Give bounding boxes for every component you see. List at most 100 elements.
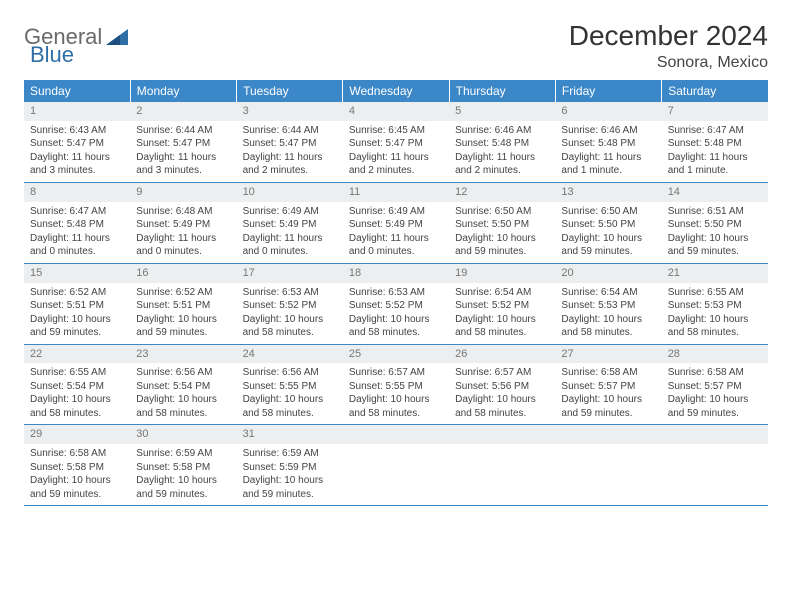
day-number: 16 [130,264,236,283]
daylight-text-2: and 0 minutes. [30,245,124,259]
sunrise-text: Sunrise: 6:56 AM [243,366,337,380]
sunrise-text: Sunrise: 6:59 AM [243,447,337,461]
logo-blue-row: Blue [30,42,74,68]
sunrise-text: Sunrise: 6:48 AM [136,205,230,219]
day-number: 4 [343,102,449,121]
daylight-text-2: and 59 minutes. [30,488,124,502]
sunset-text: Sunset: 5:52 PM [455,299,549,313]
daylight-text-2: and 58 minutes. [349,407,443,421]
day-body: Sunrise: 6:43 AMSunset: 5:47 PMDaylight:… [24,121,130,182]
day-body: Sunrise: 6:52 AMSunset: 5:51 PMDaylight:… [24,283,130,344]
day-body: Sunrise: 6:48 AMSunset: 5:49 PMDaylight:… [130,202,236,263]
weekday-header: Tuesday [237,80,343,102]
weekday-header: Wednesday [343,80,449,102]
weekday-header: Saturday [662,80,768,102]
day-body: Sunrise: 6:53 AMSunset: 5:52 PMDaylight:… [343,283,449,344]
daylight-text-2: and 0 minutes. [243,245,337,259]
calendar-cell: 4Sunrise: 6:45 AMSunset: 5:47 PMDaylight… [343,102,449,182]
calendar-cell: 13Sunrise: 6:50 AMSunset: 5:50 PMDayligh… [555,182,661,263]
day-number: 30 [130,425,236,444]
day-body: Sunrise: 6:54 AMSunset: 5:52 PMDaylight:… [449,283,555,344]
calendar-row: 22Sunrise: 6:55 AMSunset: 5:54 PMDayligh… [24,344,768,425]
day-body: Sunrise: 6:50 AMSunset: 5:50 PMDaylight:… [449,202,555,263]
sunrise-text: Sunrise: 6:44 AM [136,124,230,138]
sunset-text: Sunset: 5:54 PM [136,380,230,394]
sunrise-text: Sunrise: 6:43 AM [30,124,124,138]
title-block: December 2024 Sonora, Mexico [569,20,768,72]
day-body: Sunrise: 6:57 AMSunset: 5:55 PMDaylight:… [343,363,449,424]
day-number: 19 [449,264,555,283]
daylight-text-1: Daylight: 10 hours [455,393,549,407]
day-number: 21 [662,264,768,283]
weekday-header: Thursday [449,80,555,102]
sunrise-text: Sunrise: 6:47 AM [668,124,762,138]
day-body: Sunrise: 6:55 AMSunset: 5:53 PMDaylight:… [662,283,768,344]
sunset-text: Sunset: 5:58 PM [136,461,230,475]
sunset-text: Sunset: 5:48 PM [561,137,655,151]
sunset-text: Sunset: 5:49 PM [243,218,337,232]
day-number: 28 [662,345,768,364]
day-number: 14 [662,183,768,202]
daylight-text-2: and 1 minute. [668,164,762,178]
daylight-text-1: Daylight: 10 hours [30,313,124,327]
calendar-cell: 22Sunrise: 6:55 AMSunset: 5:54 PMDayligh… [24,344,130,425]
day-body: Sunrise: 6:46 AMSunset: 5:48 PMDaylight:… [449,121,555,182]
calendar-cell [449,425,555,506]
day-number: 2 [130,102,236,121]
calendar-cell: 18Sunrise: 6:53 AMSunset: 5:52 PMDayligh… [343,263,449,344]
sunrise-text: Sunrise: 6:54 AM [455,286,549,300]
daylight-text-1: Daylight: 10 hours [349,313,443,327]
day-number: 20 [555,264,661,283]
day-body: Sunrise: 6:52 AMSunset: 5:51 PMDaylight:… [130,283,236,344]
daylight-text-2: and 58 minutes. [455,407,549,421]
calendar-cell [343,425,449,506]
day-number: 25 [343,345,449,364]
daylight-text-2: and 2 minutes. [455,164,549,178]
daylight-text-2: and 3 minutes. [30,164,124,178]
daylight-text-1: Daylight: 10 hours [243,393,337,407]
calendar-row: 15Sunrise: 6:52 AMSunset: 5:51 PMDayligh… [24,263,768,344]
sunset-text: Sunset: 5:51 PM [136,299,230,313]
daylight-text-1: Daylight: 11 hours [136,232,230,246]
calendar-cell: 15Sunrise: 6:52 AMSunset: 5:51 PMDayligh… [24,263,130,344]
sunset-text: Sunset: 5:50 PM [455,218,549,232]
calendar-cell: 9Sunrise: 6:48 AMSunset: 5:49 PMDaylight… [130,182,236,263]
day-body: Sunrise: 6:47 AMSunset: 5:48 PMDaylight:… [24,202,130,263]
sunrise-text: Sunrise: 6:52 AM [30,286,124,300]
daylight-text-1: Daylight: 10 hours [668,313,762,327]
day-number: 1 [24,102,130,121]
sunrise-text: Sunrise: 6:55 AM [30,366,124,380]
sunrise-text: Sunrise: 6:45 AM [349,124,443,138]
sunset-text: Sunset: 5:53 PM [561,299,655,313]
daylight-text-1: Daylight: 11 hours [561,151,655,165]
calendar-row: 29Sunrise: 6:58 AMSunset: 5:58 PMDayligh… [24,425,768,506]
day-body: Sunrise: 6:47 AMSunset: 5:48 PMDaylight:… [662,121,768,182]
calendar-cell: 29Sunrise: 6:58 AMSunset: 5:58 PMDayligh… [24,425,130,506]
day-number: 5 [449,102,555,121]
daylight-text-1: Daylight: 10 hours [668,232,762,246]
sunset-text: Sunset: 5:52 PM [243,299,337,313]
daylight-text-1: Daylight: 10 hours [349,393,443,407]
daylight-text-1: Daylight: 10 hours [668,393,762,407]
calendar-cell: 8Sunrise: 6:47 AMSunset: 5:48 PMDaylight… [24,182,130,263]
day-body: Sunrise: 6:56 AMSunset: 5:55 PMDaylight:… [237,363,343,424]
sunrise-text: Sunrise: 6:56 AM [136,366,230,380]
calendar-row: 8Sunrise: 6:47 AMSunset: 5:48 PMDaylight… [24,182,768,263]
daylight-text-1: Daylight: 10 hours [136,393,230,407]
day-number: 12 [449,183,555,202]
day-body: Sunrise: 6:49 AMSunset: 5:49 PMDaylight:… [343,202,449,263]
sunset-text: Sunset: 5:48 PM [455,137,549,151]
calendar-cell: 24Sunrise: 6:56 AMSunset: 5:55 PMDayligh… [237,344,343,425]
day-number: 11 [343,183,449,202]
calendar-cell: 20Sunrise: 6:54 AMSunset: 5:53 PMDayligh… [555,263,661,344]
day-body: Sunrise: 6:49 AMSunset: 5:49 PMDaylight:… [237,202,343,263]
sunset-text: Sunset: 5:47 PM [349,137,443,151]
daylight-text-2: and 58 minutes. [349,326,443,340]
daylight-text-1: Daylight: 10 hours [561,313,655,327]
daylight-text-1: Daylight: 10 hours [243,313,337,327]
day-number: 7 [662,102,768,121]
daylight-text-1: Daylight: 11 hours [455,151,549,165]
day-number: 15 [24,264,130,283]
sunrise-text: Sunrise: 6:49 AM [243,205,337,219]
day-body: Sunrise: 6:58 AMSunset: 5:57 PMDaylight:… [662,363,768,424]
